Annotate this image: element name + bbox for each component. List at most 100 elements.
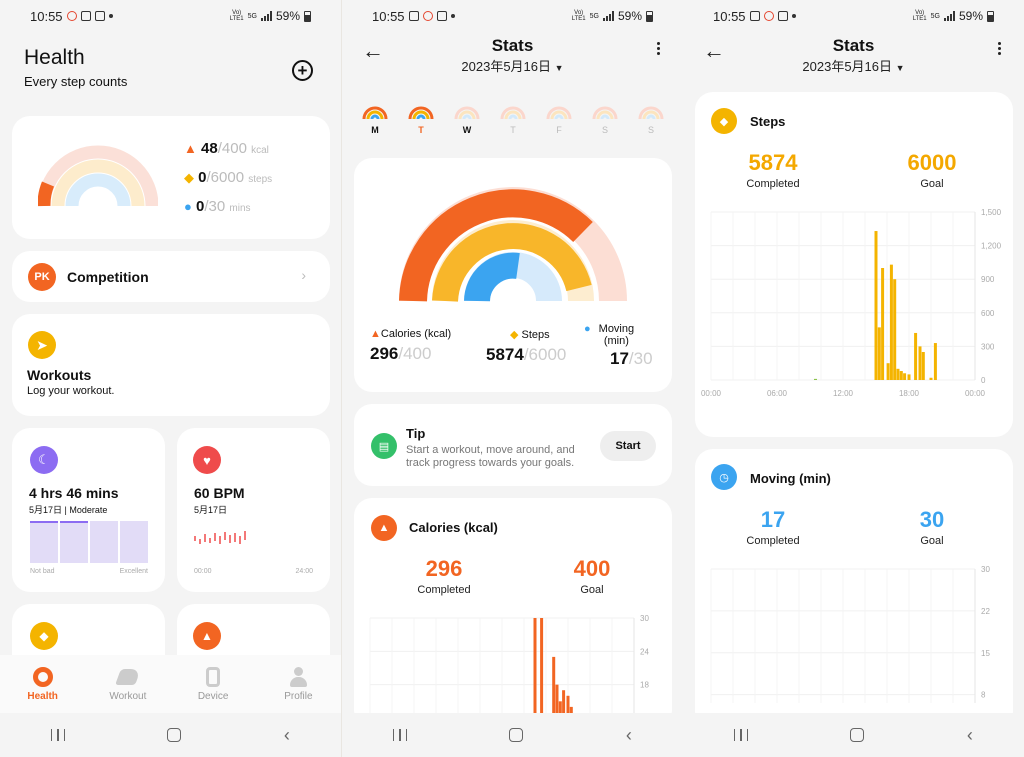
bar <box>886 363 890 380</box>
status-time: 10:55 <box>372 8 405 24</box>
stats-detail-screen: 10:55 Vo) LTE1 5G 59% ← Stats 2023年5月16日 … <box>683 0 1024 757</box>
battery-icon <box>304 10 311 22</box>
gallery-notification-icon <box>408 11 419 21</box>
day-friday[interactable]: F <box>544 104 574 135</box>
moving-row: ● 0/30 mins <box>184 198 251 215</box>
instagram-notification-icon <box>777 11 788 21</box>
page-title: Stats <box>832 36 875 55</box>
activity-rings-icon <box>38 145 158 207</box>
day-ring-icon <box>546 106 572 120</box>
day-tuesday[interactable]: T <box>406 104 436 135</box>
watch-tab-icon <box>206 666 221 687</box>
y-tick-label: 8 <box>981 691 986 700</box>
home-icon[interactable] <box>509 728 524 742</box>
home-icon[interactable] <box>850 728 865 742</box>
start-button[interactable]: Start <box>600 431 656 461</box>
system-nav-bar: ‹ <box>683 713 1024 757</box>
shoe-icon: ◆ <box>30 622 58 650</box>
y-tick-label: 18 <box>640 681 649 690</box>
week-selector: M T W T F S S <box>360 104 666 135</box>
tip-card: ▤ Tip Start a workout, move around, and … <box>354 404 672 486</box>
bar <box>914 332 918 380</box>
moving-goal: 30 Goal <box>919 507 945 547</box>
heart-start-label: 00:00 <box>194 568 212 575</box>
bar <box>933 343 937 380</box>
more-notifications-icon <box>108 14 113 18</box>
add-icon[interactable]: + <box>292 60 313 81</box>
gallery-notification-icon <box>749 11 760 21</box>
bar <box>558 701 562 718</box>
system-nav-bar: ‹ <box>342 713 683 757</box>
back-icon[interactable]: ‹ <box>283 724 290 745</box>
more-notifications-icon <box>791 14 796 18</box>
stats-screen: 10:55 Vo) LTE1 5G 59% ← Stats 2023年5月16日 … <box>342 0 683 757</box>
tab-workout[interactable]: Workout <box>98 667 158 702</box>
back-icon[interactable]: ‹ <box>625 724 632 745</box>
back-arrow-icon[interactable]: ← <box>362 38 384 63</box>
dropdown-arrow-icon: ▼ <box>554 63 564 73</box>
5g-icon: 5G <box>589 12 599 20</box>
recent-apps-icon[interactable] <box>393 729 408 741</box>
bar <box>540 618 544 718</box>
tab-profile[interactable]: Profile <box>268 666 328 702</box>
recent-apps-icon[interactable] <box>734 729 749 741</box>
bar <box>907 374 911 380</box>
tip-text: Start a workout, move around, and track … <box>406 444 575 469</box>
more-options-icon[interactable] <box>657 42 661 55</box>
date-picker[interactable]: 2023年5月16日 ▼ <box>461 59 564 74</box>
sleep-card[interactable]: ☾ 4 hrs 46 mins 5月17日 | Moderate Not bad… <box>12 428 165 592</box>
steps-row: ◆ 0/6000 steps <box>184 169 273 186</box>
5g-icon: 5G <box>247 12 257 20</box>
day-ring-icon <box>638 106 664 120</box>
battery-percent: 59% <box>958 9 983 23</box>
y-tick-label: 1,500 <box>981 208 1002 217</box>
instagram-notification-icon <box>436 11 447 21</box>
day-sunday[interactable]: S <box>636 104 666 135</box>
volte-icon: Vo) LTE1 <box>229 10 244 22</box>
tab-device[interactable]: Device <box>183 666 243 702</box>
calories-card: ▲ Calories (kcal) 296 Completed 400 Goal… <box>354 498 672 728</box>
more-notifications-icon <box>450 14 455 18</box>
person-tab-icon <box>288 666 308 687</box>
more-options-icon[interactable] <box>998 42 1002 55</box>
workouts-card[interactable]: ➤ Workouts Log your workout. <box>12 314 330 416</box>
y-tick-label: 30 <box>981 565 990 574</box>
tab-health[interactable]: Health <box>13 666 73 702</box>
signal-icon <box>260 11 272 21</box>
bar <box>814 378 817 380</box>
activity-summary-card[interactable]: ▲ 48/400 kcal ◆ 0/6000 steps ● 0/30 mins <box>12 116 330 239</box>
day-thursday[interactable]: T <box>498 104 528 135</box>
heart-icon: ♥ <box>193 446 221 474</box>
bar <box>918 346 922 380</box>
bottom-tab-bar: Health Workout Device Profile <box>0 655 341 713</box>
day-saturday[interactable]: S <box>590 104 620 135</box>
back-icon[interactable]: ‹ <box>966 724 973 745</box>
competition-card[interactable]: PK Competition › <box>12 251 330 302</box>
y-tick-label: 30 <box>640 614 649 623</box>
bar <box>921 352 925 380</box>
bar <box>929 377 933 380</box>
calories-card-title: Calories (kcal) <box>409 520 498 535</box>
calories-legend: ▲Calories (kcal) 296/400 <box>370 328 452 363</box>
bar <box>889 264 893 380</box>
y-tick-label: 900 <box>981 275 995 284</box>
moving-completed: 17 Completed <box>746 507 800 547</box>
clock-icon: ◷ <box>711 464 737 490</box>
moving-chart: 30 22 15 8 <box>710 565 990 703</box>
heart-rate-card[interactable]: ♥ 60 BPM 5月17日 00:00 24:00 <box>177 428 330 592</box>
back-arrow-icon[interactable]: ← <box>703 38 725 63</box>
x-tick-label: 00:00 <box>701 389 722 398</box>
dropdown-arrow-icon: ▼ <box>895 63 905 73</box>
gallery-notification-icon <box>80 11 91 21</box>
tip-title: Tip <box>406 426 426 441</box>
recent-apps-icon[interactable] <box>51 729 66 741</box>
home-icon[interactable] <box>167 728 182 742</box>
signal-icon <box>943 11 955 21</box>
calories-chart: 30 24 18 <box>369 614 649 718</box>
day-monday[interactable]: M <box>360 104 390 135</box>
date-picker[interactable]: 2023年5月16日 ▼ <box>802 59 905 74</box>
day-wednesday[interactable]: W <box>452 104 482 135</box>
note-icon: ▤ <box>371 433 397 459</box>
shoe-tab-icon <box>114 668 141 685</box>
5g-icon: 5G <box>930 12 940 20</box>
